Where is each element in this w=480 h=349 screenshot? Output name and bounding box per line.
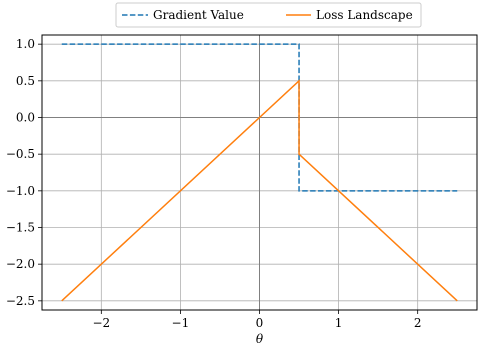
x-tick-label: 0 [256,316,264,330]
y-tick-label: −1.0 [6,184,35,198]
y-tick-label: 1.0 [16,37,35,51]
y-tick-label: −2.5 [6,294,35,308]
x-tick-label: 1 [335,316,343,330]
legend-label-loss-landscape: Loss Landscape [316,8,413,22]
y-tick-label: −1.5 [6,221,35,235]
legend-label-gradient-value: Gradient Value [153,8,244,22]
legend-box [115,2,422,28]
x-tick-label: −2 [92,316,110,330]
x-tick-label: −1 [172,316,190,330]
ticks: −2 −1 0 1 2 1.0 0.5 0.0 −0.5 −1.0 −1.5 −2.0 −2.5 [6,37,422,330]
y-tick-label: −0.5 [6,147,35,161]
x-tick-label: 2 [414,316,422,330]
y-tick-label: −2.0 [6,257,35,271]
series-line-loss-landscape [61,79,458,302]
zero-lines [42,35,477,310]
series-group [61,43,458,302]
y-tick-label: 0.5 [16,74,35,88]
legend: Gradient Value Loss Landscape [115,2,422,28]
y-tick-label: 0.0 [16,111,35,125]
x-axis-label: θ [256,332,264,346]
